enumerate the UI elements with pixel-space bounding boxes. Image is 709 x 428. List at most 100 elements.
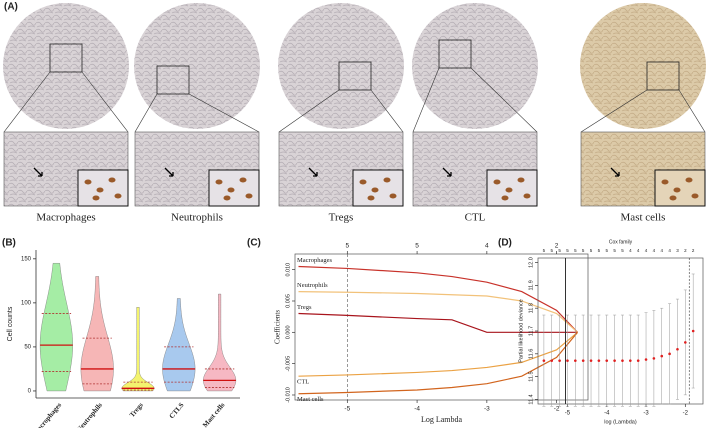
y-tick-label: 11.5: [528, 371, 534, 381]
top-label: 4: [660, 248, 663, 253]
point: [652, 357, 656, 360]
arrow: [33, 167, 43, 177]
series-label: Tregs: [297, 304, 312, 311]
y-tick-label: 11.8: [528, 303, 534, 313]
zoom-connector: [470, 67, 538, 133]
stained-cell: [501, 195, 509, 201]
zoom-connector: [678, 89, 706, 133]
inset-image: [654, 169, 706, 207]
y-axis-label: Partial likelihood deviance: [518, 299, 524, 363]
zoom-connector: [370, 89, 404, 133]
point: [676, 347, 679, 351]
panel-label: (B): [2, 238, 16, 249]
zoom-connector: [412, 67, 440, 133]
y-tick-label: 12.0: [528, 257, 534, 268]
top-label: 5: [613, 248, 616, 253]
chart-title: Cox family: [609, 239, 633, 245]
violin: [39, 263, 73, 392]
top-label: 4: [653, 248, 656, 253]
x-tick-label: -2: [683, 411, 689, 417]
y-axis-label: Cell counts: [7, 306, 14, 341]
coefficient-path: [298, 265, 578, 333]
image-label: Neutrophils: [171, 212, 223, 224]
point: [660, 354, 664, 358]
arrow: [442, 167, 452, 177]
x-axis-label: Log Lambda: [421, 415, 463, 424]
plot-frame: [294, 253, 589, 401]
inset-image: [77, 169, 129, 207]
image-label: Tregs: [329, 212, 354, 224]
top-label: 4: [485, 243, 489, 250]
zoom-connector: [278, 89, 340, 133]
panel-label: (C): [247, 238, 261, 249]
image-label: Macrophages: [36, 212, 95, 224]
tissue-core: [3, 3, 129, 129]
stained-cell: [92, 195, 100, 201]
top-label: 5: [621, 248, 624, 253]
violin: [162, 298, 196, 392]
top-label: 2: [684, 248, 687, 253]
top-label: 5: [558, 248, 561, 253]
stained-cell: [84, 179, 92, 185]
x-tick-label: -3: [643, 411, 649, 417]
stained-cell: [239, 177, 247, 183]
plot-frame: [537, 257, 704, 405]
series-label: Neutrophils: [297, 282, 328, 289]
top-label: 5: [598, 248, 601, 253]
stained-cell: [389, 193, 397, 199]
top-label: 4: [629, 248, 632, 253]
zoom-connector: [3, 71, 51, 133]
point: [668, 352, 671, 356]
top-label: 5: [346, 243, 350, 250]
inset-image: [486, 169, 538, 207]
image-label: CTL: [465, 212, 486, 224]
y-tick-label: 50: [24, 344, 31, 350]
arrow: [308, 167, 318, 177]
zoom-region: [156, 65, 190, 95]
point: [644, 358, 648, 361]
y-axis-label: Coefficients: [274, 310, 282, 344]
y-tick-label: 11.9: [528, 280, 534, 290]
top-label: 4: [637, 248, 640, 253]
y-tick-label: 0: [28, 389, 32, 395]
top-label: 5: [590, 248, 593, 253]
stained-cell: [685, 177, 693, 183]
zoom-region: [338, 61, 372, 91]
tissue-core: [580, 3, 706, 129]
top-label: 2: [692, 248, 695, 253]
x-tick-label: CTLS: [168, 401, 186, 420]
panel-label: (A): [4, 2, 18, 13]
stained-cell: [227, 187, 235, 193]
stained-cell: [493, 179, 501, 185]
violin: [121, 307, 155, 392]
x-tick-label: -4: [604, 411, 610, 417]
zoom-connector: [81, 71, 129, 133]
x-tick-label: -2: [554, 406, 560, 413]
zoom-region: [646, 61, 680, 91]
y-tick-label: 100: [21, 300, 32, 306]
y-tick-label: -0.010: [285, 387, 291, 403]
top-label: 5: [582, 248, 585, 253]
stained-cell: [661, 179, 669, 185]
violin: [203, 293, 237, 392]
y-tick-label: 0.010: [285, 263, 291, 277]
zoom-connector: [580, 89, 648, 133]
point: [613, 359, 616, 362]
x-tick-label: -5: [565, 411, 571, 417]
top-label: 5: [543, 248, 546, 253]
inset-image: [208, 169, 260, 207]
inset-image: [352, 169, 404, 207]
violin: [80, 276, 114, 392]
stained-cell: [367, 195, 375, 201]
y-tick-label: 11.4: [528, 394, 534, 404]
x-tick-label: Neutrophils: [75, 401, 104, 428]
point: [558, 359, 561, 362]
top-label: 5: [605, 248, 608, 253]
tissue-core: [412, 3, 538, 129]
coefficient-path: [298, 290, 578, 333]
point: [566, 359, 569, 362]
x-tick-label: Mast cells: [201, 401, 226, 428]
stained-cell: [673, 187, 681, 193]
point: [581, 359, 585, 362]
